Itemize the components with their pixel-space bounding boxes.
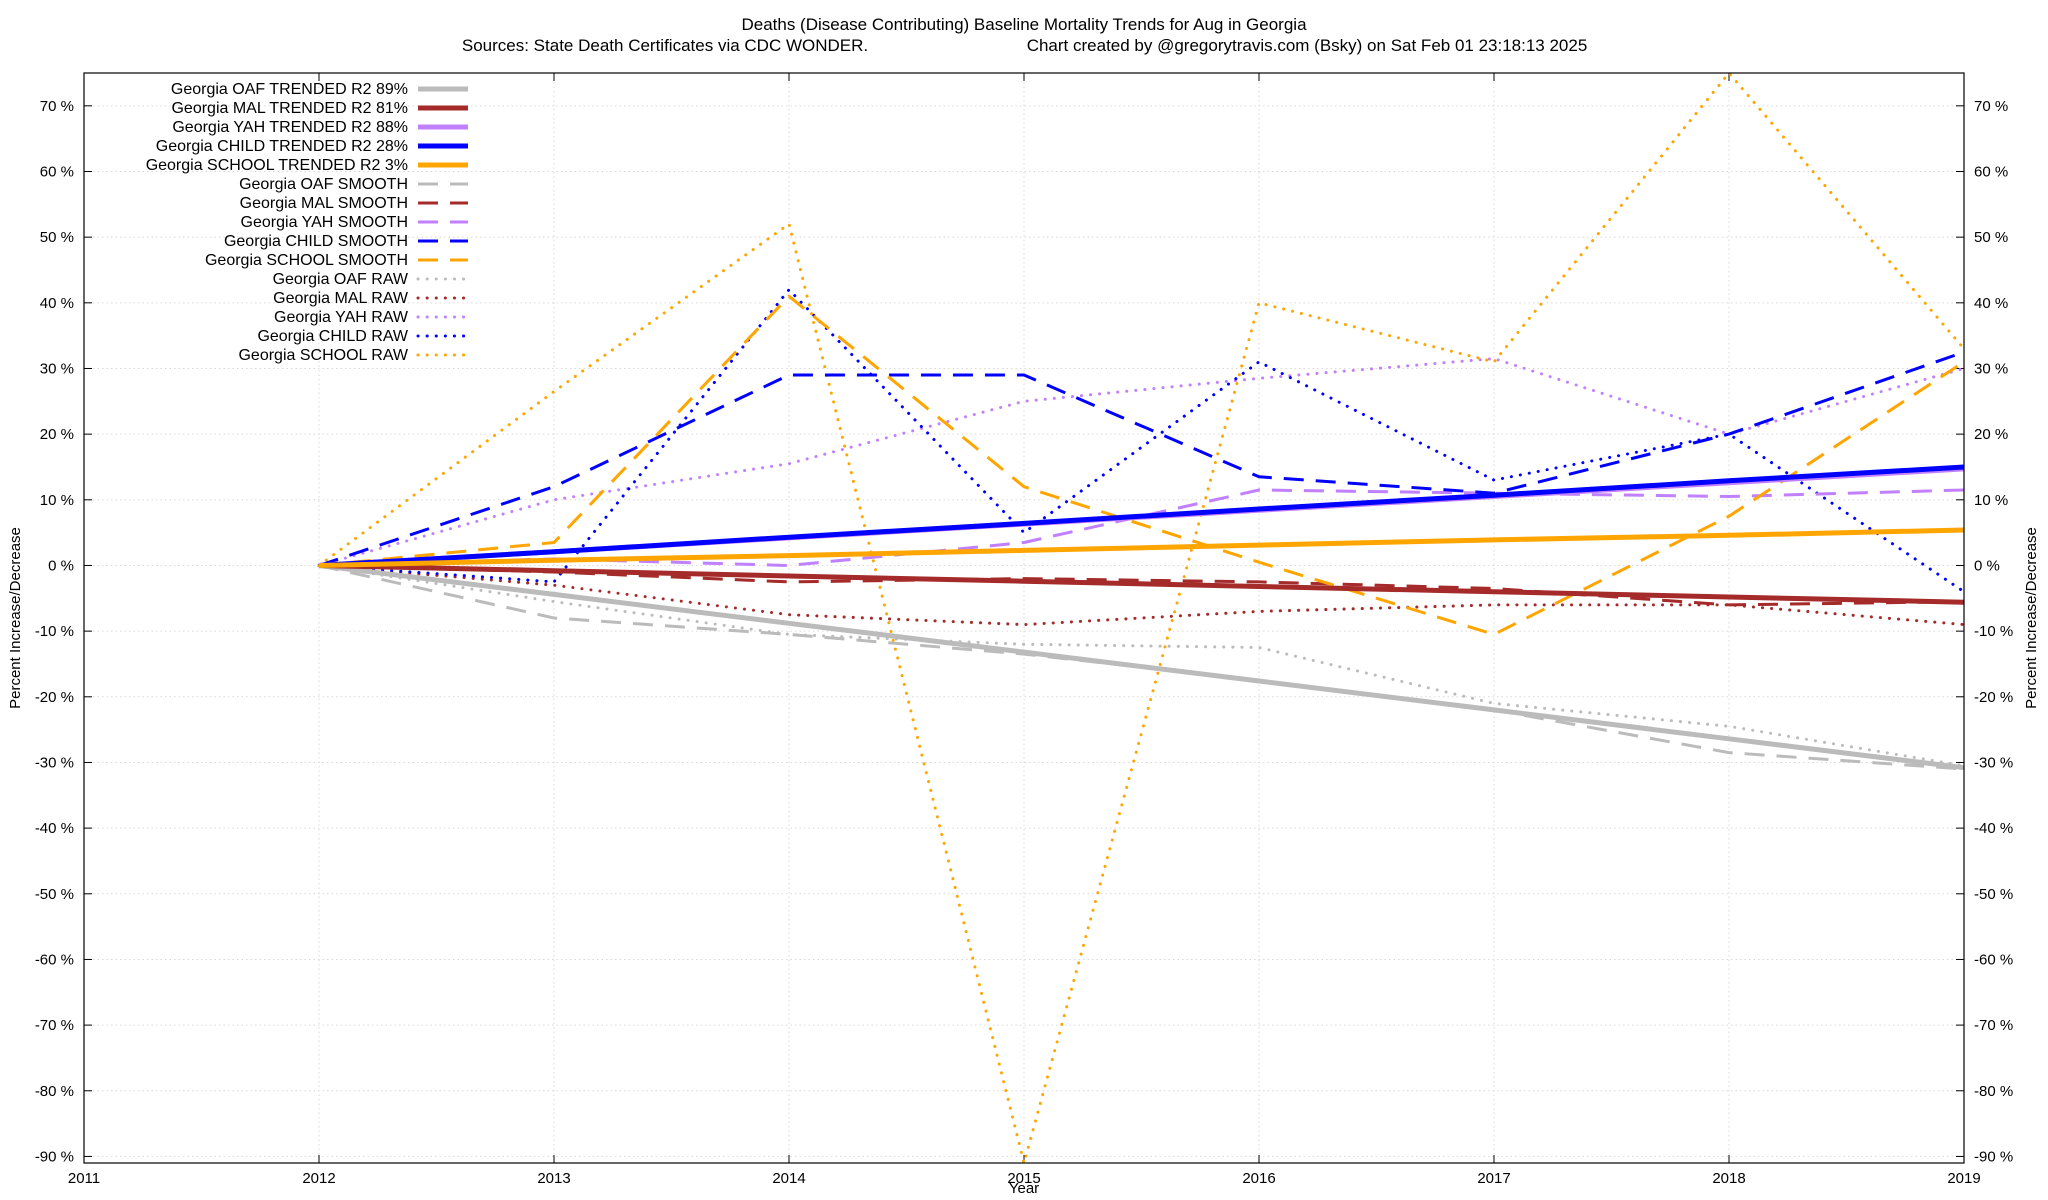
chart-credit: Chart created by @gregorytravis.com (Bsk…	[1027, 36, 1588, 55]
x-tick-label: 2014	[772, 1170, 805, 1187]
legend-label: Georgia CHILD SMOOTH	[224, 233, 408, 250]
series-line-georgia-mal-raw	[317, 564, 1966, 627]
y-tick-label: -30 %	[35, 754, 74, 771]
y-tick-label-right: -20 %	[1974, 689, 2013, 706]
y-tick-label-right: 40 %	[1974, 295, 2008, 312]
y-tick-label: 40 %	[40, 295, 74, 312]
series-line-georgia-school-smooth	[318, 294, 1965, 636]
x-axis-title: Year	[1009, 1180, 1039, 1197]
y-tick-label-right: 10 %	[1974, 492, 2008, 509]
legend-label: Georgia YAH TRENDED R2 88%	[172, 119, 408, 136]
y-tick-label: 50 %	[40, 229, 74, 246]
legend-label: Georgia CHILD TRENDED R2 28%	[156, 138, 408, 155]
y-tick-label: 10 %	[40, 492, 74, 509]
x-tick-label: 2015	[1007, 1170, 1040, 1187]
y-tick-label-right: -80 %	[1974, 1083, 2013, 1100]
y-tick-label-right: -90 %	[1974, 1148, 2013, 1165]
series-line-georgia-oaf-trended-r2-89	[318, 563, 1965, 771]
x-tick-label: 2019	[1947, 1170, 1980, 1187]
legend-label: Georgia SCHOOL TRENDED R2 3%	[146, 157, 408, 174]
y-tick-label: -70 %	[35, 1017, 74, 1034]
y-tick-label-right: -10 %	[1974, 623, 2013, 640]
y-tick-label-right: 30 %	[1974, 360, 2008, 377]
x-axis-labels: 2011 2012 2013 2014 2015 2016 2017 2018 2019	[68, 1170, 1981, 1187]
series-line-georgia-child-raw	[317, 288, 1966, 594]
legend-label: Georgia OAF RAW	[273, 271, 409, 288]
y-tick-label: -80 %	[35, 1083, 74, 1100]
legend-label: Georgia OAF TRENDED R2 89%	[171, 81, 408, 98]
y-tick-label-right: 50 %	[1974, 229, 2008, 246]
legend-label: Georgia YAH SMOOTH	[241, 214, 408, 231]
y-tick-label: 70 %	[40, 98, 74, 115]
y-tick-label: -60 %	[35, 951, 74, 968]
y-axis-labels: 70 % 70 % 60 % 60 % 50 % 50 % 40 % 40 % 30 % 30 %…	[35, 98, 2013, 1166]
x-tick-label: 2012	[302, 1170, 335, 1187]
y-tick-label-right: 0 %	[1974, 557, 2000, 574]
series-lines	[317, 71, 1966, 1165]
legend-label: Georgia MAL SMOOTH	[240, 195, 408, 212]
legend-label: Georgia OAF SMOOTH	[239, 176, 408, 193]
x-tick-label: 2017	[1477, 1170, 1510, 1187]
x-tick-label: 2018	[1712, 1170, 1745, 1187]
y-tick-label: -10 %	[35, 623, 74, 640]
series-line-georgia-school-trended-r2-3	[318, 527, 1965, 568]
legend-label: Georgia MAL TRENDED R2 81%	[171, 100, 408, 117]
legend-label: Georgia MAL RAW	[273, 290, 409, 307]
legend: Georgia OAF TRENDED R2 89% Georgia MAL TR…	[146, 81, 470, 364]
y-tick-label: -40 %	[35, 820, 74, 837]
y-tick-label: 20 %	[40, 426, 74, 443]
series-line-georgia-school-raw	[317, 71, 1966, 1165]
y-tick-label: 60 %	[40, 163, 74, 180]
y-axis-title: Percent Increase/Decrease	[7, 527, 24, 709]
series-line-georgia-oaf-raw	[317, 564, 1966, 768]
y-tick-label-right: 70 %	[1974, 98, 2008, 115]
y-tick-label-right: -40 %	[1974, 820, 2013, 837]
series-line-georgia-child-trended-r2-28	[318, 464, 1965, 568]
x-tick-label: 2011	[68, 1170, 100, 1187]
y-tick-label-right: -30 %	[1974, 754, 2013, 771]
y-axis-title-right: Percent Increase/Decrease	[2023, 527, 2040, 709]
series-line-georgia-yah-raw	[317, 357, 1966, 567]
plot-frame	[83, 72, 1965, 1164]
legend-label: Georgia SCHOOL SMOOTH	[205, 252, 408, 269]
x-tick-label: 2016	[1242, 1170, 1275, 1187]
legend-label: Georgia CHILD RAW	[257, 328, 408, 345]
y-tick-label-right: 60 %	[1974, 163, 2008, 180]
series-line-georgia-oaf-smooth	[318, 564, 1965, 771]
legend-label: Georgia YAH RAW	[274, 309, 409, 326]
series-line-georgia-mal-trended-r2-81	[318, 563, 1965, 605]
series-line-georgia-child-smooth	[318, 350, 1965, 567]
grid	[84, 73, 1964, 1163]
y-tick-label-right: 20 %	[1974, 426, 2008, 443]
chart-source: Sources: State Death Certificates via CD…	[462, 36, 868, 55]
legend-label: Georgia SCHOOL RAW	[238, 347, 408, 364]
y-tick-label-right: -50 %	[1974, 886, 2013, 903]
y-tick-label: -50 %	[35, 886, 74, 903]
y-tick-label: 30 %	[40, 360, 74, 377]
y-tick-label: -20 %	[35, 689, 74, 706]
y-tick-label-right: -70 %	[1974, 1017, 2013, 1034]
y-tick-label: -90 %	[35, 1148, 74, 1165]
chart-title: Deaths (Disease Contributing) Baseline M…	[741, 15, 1307, 34]
y-tick-label: 0 %	[48, 557, 74, 574]
x-tick-label: 2013	[537, 1170, 570, 1187]
y-tick-label-right: -60 %	[1974, 951, 2013, 968]
